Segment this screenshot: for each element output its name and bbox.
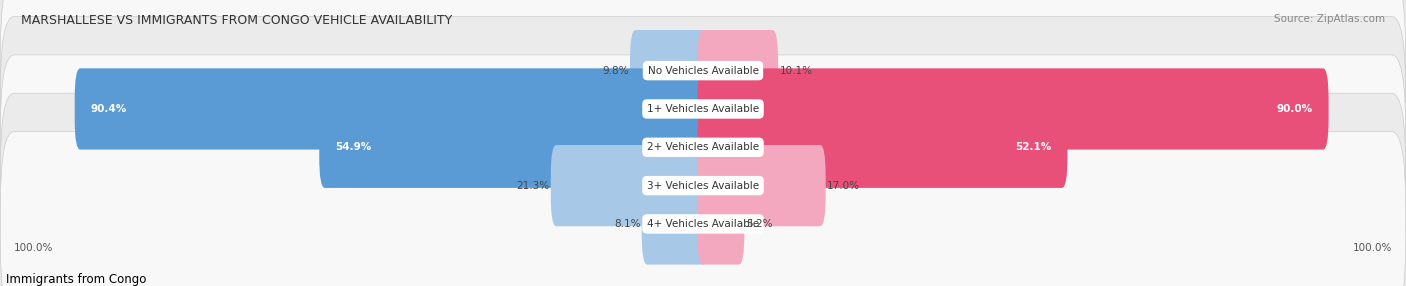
- Text: 5.2%: 5.2%: [745, 219, 772, 229]
- Text: 4+ Vehicles Available: 4+ Vehicles Available: [647, 219, 759, 229]
- FancyBboxPatch shape: [697, 145, 825, 226]
- FancyBboxPatch shape: [697, 68, 1329, 150]
- Text: 100.0%: 100.0%: [1353, 243, 1392, 253]
- FancyBboxPatch shape: [0, 0, 1406, 163]
- FancyBboxPatch shape: [697, 183, 744, 265]
- Text: 9.8%: 9.8%: [602, 66, 628, 76]
- Text: 10.1%: 10.1%: [779, 66, 813, 76]
- FancyBboxPatch shape: [697, 30, 778, 111]
- Text: 90.0%: 90.0%: [1277, 104, 1313, 114]
- Text: 90.4%: 90.4%: [90, 104, 127, 114]
- FancyBboxPatch shape: [641, 183, 709, 265]
- FancyBboxPatch shape: [0, 55, 1406, 240]
- FancyBboxPatch shape: [0, 17, 1406, 201]
- Text: Source: ZipAtlas.com: Source: ZipAtlas.com: [1274, 14, 1385, 24]
- Text: 21.3%: 21.3%: [516, 181, 550, 190]
- FancyBboxPatch shape: [0, 132, 1406, 286]
- FancyBboxPatch shape: [630, 30, 709, 111]
- Text: 8.1%: 8.1%: [614, 219, 640, 229]
- Legend: Marshallese, Immigrants from Congo: Marshallese, Immigrants from Congo: [0, 269, 152, 286]
- FancyBboxPatch shape: [0, 93, 1406, 278]
- Text: 1+ Vehicles Available: 1+ Vehicles Available: [647, 104, 759, 114]
- Text: 2+ Vehicles Available: 2+ Vehicles Available: [647, 142, 759, 152]
- Text: 52.1%: 52.1%: [1015, 142, 1052, 152]
- FancyBboxPatch shape: [319, 107, 709, 188]
- Text: No Vehicles Available: No Vehicles Available: [648, 66, 758, 76]
- Text: 54.9%: 54.9%: [335, 142, 371, 152]
- FancyBboxPatch shape: [551, 145, 709, 226]
- Text: MARSHALLESE VS IMMIGRANTS FROM CONGO VEHICLE AVAILABILITY: MARSHALLESE VS IMMIGRANTS FROM CONGO VEH…: [21, 14, 453, 27]
- Text: 17.0%: 17.0%: [827, 181, 860, 190]
- FancyBboxPatch shape: [697, 107, 1067, 188]
- FancyBboxPatch shape: [75, 68, 709, 150]
- Text: 3+ Vehicles Available: 3+ Vehicles Available: [647, 181, 759, 190]
- Text: 100.0%: 100.0%: [14, 243, 53, 253]
